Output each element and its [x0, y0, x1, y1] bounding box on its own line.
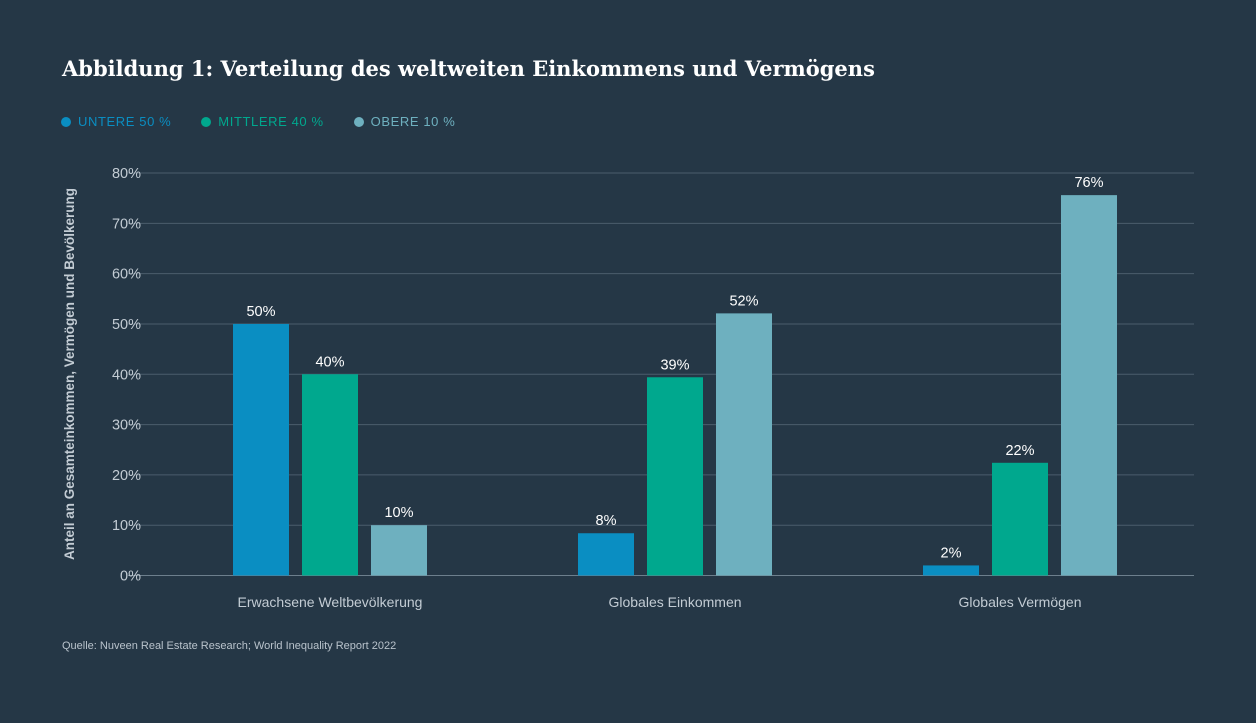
data-label: 2%	[941, 545, 962, 561]
bar	[302, 374, 358, 576]
y-axis-ticks: 0% 10% 20% 30% 40% 50% 60% 70% 80%	[112, 166, 141, 585]
bar	[371, 525, 427, 576]
y-tick-label: 60%	[112, 267, 141, 283]
source-note: Quelle: Nuveen Real Estate Research; Wor…	[62, 640, 397, 652]
legend-item: OBERE 10 %	[353, 114, 456, 129]
y-tick-label: 50%	[112, 317, 141, 333]
chart-title: Abbildung 1: Verteilung des weltweiten E…	[62, 56, 875, 81]
y-tick-label: 30%	[112, 418, 141, 434]
legend-swatch	[201, 116, 212, 127]
legend-label: UNTERE 50 %	[78, 114, 172, 129]
data-label: 52%	[729, 293, 758, 309]
x-category-label: Globales Vermögen	[959, 594, 1082, 610]
legend-swatch	[61, 116, 71, 127]
bar	[233, 323, 289, 576]
legend-label: OBERE 10 %	[370, 114, 456, 129]
bar	[992, 462, 1048, 576]
data-labels: 50% 40% 10% 8% 39% 52% 2% 22% 76%	[246, 175, 1103, 561]
bar	[923, 565, 979, 576]
y-tick-label: 40%	[112, 367, 141, 383]
y-tick-label: 10%	[112, 518, 141, 534]
bar	[716, 313, 772, 576]
x-category-label: Globales Einkommen	[608, 594, 741, 610]
data-label: 39%	[660, 357, 689, 373]
bar	[1061, 195, 1117, 576]
y-tick-label: 70%	[112, 216, 141, 232]
x-axis-categories: Erwachsene Weltbevölkerung Globales Einko…	[238, 594, 1082, 610]
y-tick-label: 20%	[112, 468, 141, 484]
x-category-label: Erwachsene Weltbevölkerung	[238, 594, 423, 610]
y-tick-label: 80%	[112, 166, 141, 182]
bar	[647, 377, 703, 576]
data-label: 22%	[1005, 443, 1034, 459]
legend-item: UNTERE 50 %	[61, 114, 171, 129]
bar	[578, 533, 634, 576]
data-label: 50%	[246, 304, 275, 320]
data-label: 76%	[1074, 175, 1103, 191]
data-label: 8%	[596, 513, 617, 529]
legend-swatch	[353, 116, 364, 127]
legend-item: MITTLERE 40 %	[201, 114, 323, 129]
legend: UNTERE 50 % MITTLERE 40 % OBERE 10 %	[61, 114, 485, 129]
bars	[233, 195, 1117, 576]
data-label: 40%	[315, 354, 344, 370]
y-tick-label: 0%	[120, 569, 141, 585]
legend-label: MITTLERE 40 %	[218, 114, 324, 129]
data-label: 10%	[384, 505, 413, 521]
y-axis-label: Anteil an Gesamteinkommen, Vermögen und …	[62, 188, 77, 560]
